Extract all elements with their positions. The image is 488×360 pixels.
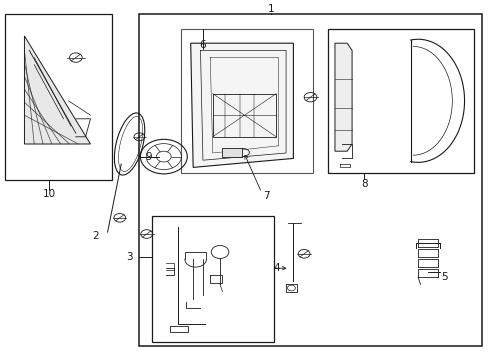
Text: 6: 6 [199,40,206,50]
Text: 9: 9 [145,152,152,162]
Text: 2: 2 [92,231,99,241]
Bar [151,216,273,342]
Text: 7: 7 [263,191,269,201]
Polygon shape [222,148,242,157]
Text: 3: 3 [126,252,133,262]
Text: 8: 8 [360,179,367,189]
Bar [327,29,473,173]
Text: 10: 10 [42,189,55,199]
Polygon shape [190,43,293,167]
Bar [181,29,312,173]
Text: 5: 5 [441,272,447,282]
Text: 1: 1 [267,4,274,14]
Bar [139,14,481,346]
Bar [5,14,112,180]
Polygon shape [24,36,90,144]
Polygon shape [334,43,351,151]
Text: 4: 4 [272,263,279,273]
